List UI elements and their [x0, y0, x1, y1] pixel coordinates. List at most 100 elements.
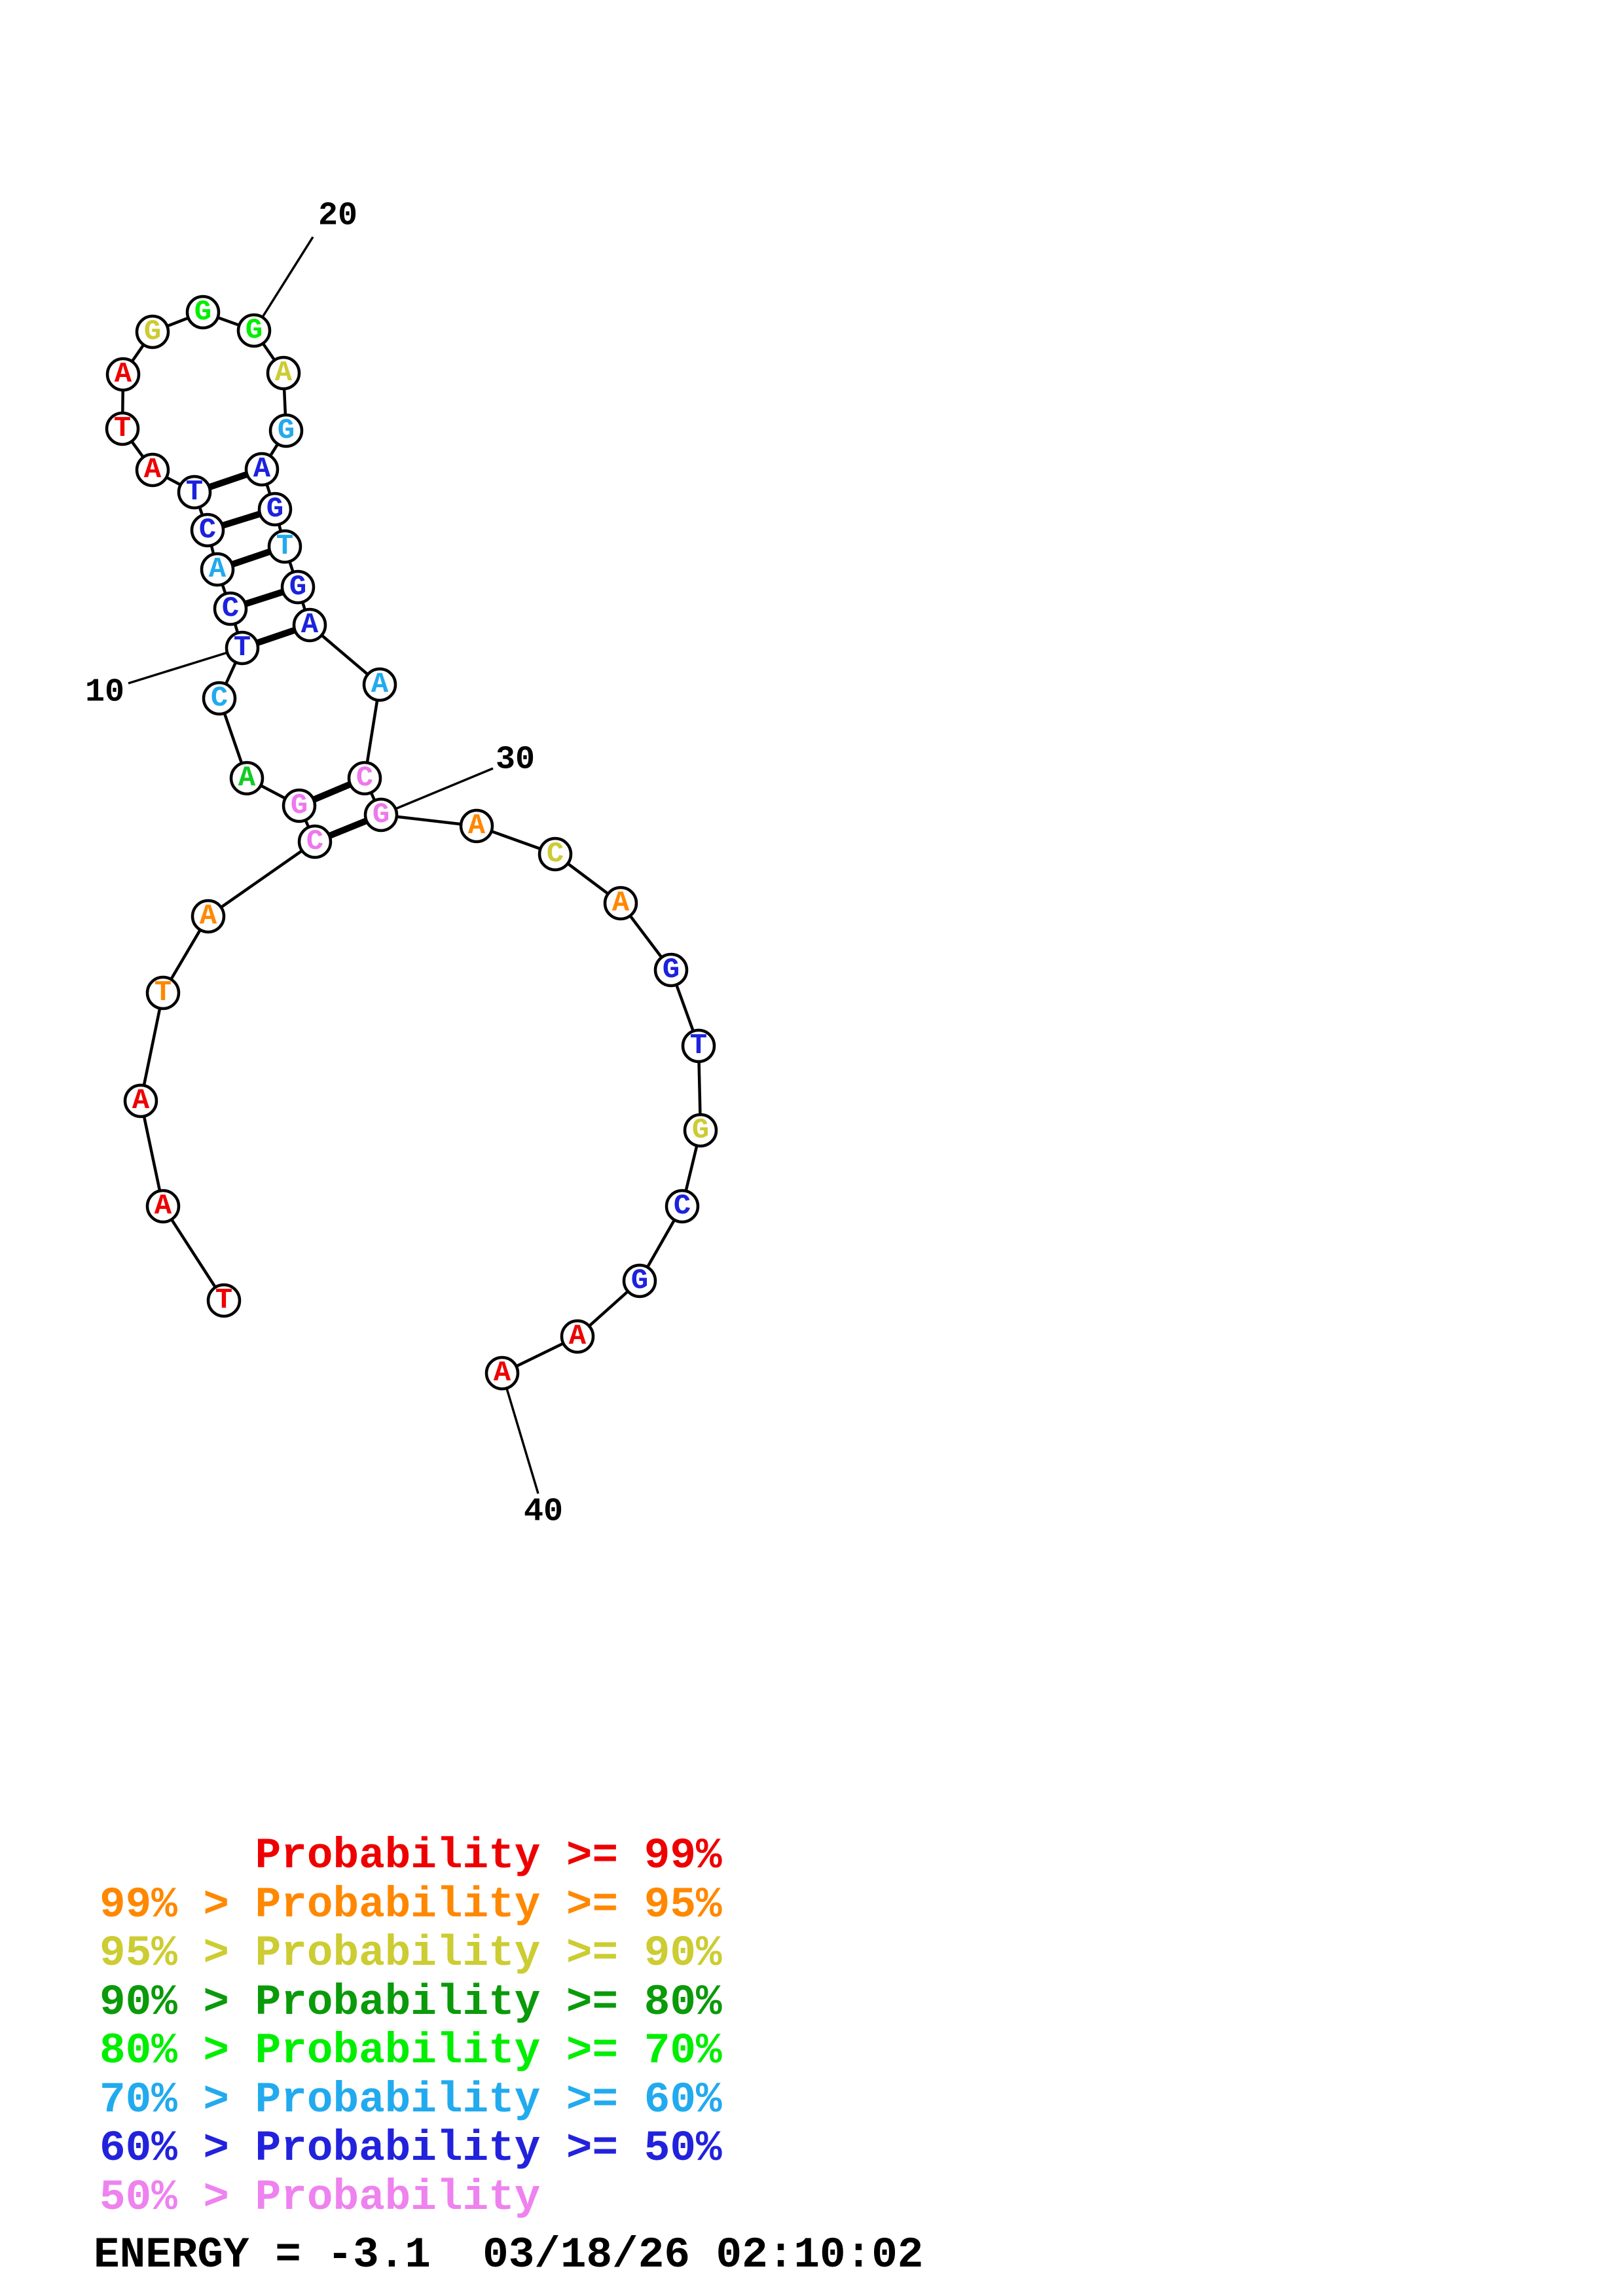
- nucleotide-circle-33: [603, 886, 638, 921]
- nucleotide-base-25-T: T: [276, 530, 293, 563]
- nucleotide-circle-1: [206, 1283, 242, 1318]
- nucleotide-base-36-G: G: [692, 1114, 709, 1147]
- nucleotide-base-19-G: G: [194, 296, 211, 329]
- nucleotide-circle-28: [362, 667, 397, 702]
- nucleotide-circle-23: [244, 452, 280, 487]
- nucleotide-circle-22: [268, 413, 304, 448]
- nucleotide-base-21-A: A: [275, 357, 293, 389]
- nucleotide-circle-5: [191, 899, 226, 934]
- nucleotide-circle-34: [653, 952, 689, 988]
- nucleotide-circle-16: [105, 411, 140, 446]
- nucleotide-circle-19: [185, 295, 221, 330]
- nucleotide-base-26-G: G: [289, 571, 306, 603]
- nucleotide-circle-15: [135, 452, 170, 488]
- nucleotide-base-27-A: A: [301, 609, 319, 641]
- nucleotide-circle-29: [347, 761, 382, 796]
- nucleotide-base-20-G: G: [246, 314, 263, 347]
- legend-row-0: Probability >= 99%: [100, 1831, 722, 1880]
- nucleotide-circle-12: [200, 552, 235, 587]
- nucleotide-base-10-T: T: [234, 632, 251, 664]
- nucleotide-circle-39: [560, 1319, 595, 1354]
- position-label-10: 10: [85, 674, 124, 711]
- position-label-20: 20: [318, 198, 357, 235]
- nucleotide-circle-40: [484, 1355, 520, 1391]
- nucleotide-base-23-A: A: [253, 453, 271, 486]
- backbone-segment-3-4: [139, 992, 165, 1102]
- nucleotide-base-32-C: C: [547, 838, 564, 870]
- nucleotide-base-37-C: C: [674, 1190, 691, 1223]
- nucleotide-base-6-C: C: [306, 825, 323, 858]
- nucleotide-circle-6: [297, 824, 333, 859]
- legend-row-6: 60% > Probability >= 50%: [100, 2124, 722, 2173]
- nucleotide-circle-11: [213, 591, 248, 626]
- backbone-segment-1-2: [162, 1205, 225, 1302]
- nucleotide-circle-27: [292, 607, 327, 643]
- label-leader-line-40: [501, 1372, 539, 1494]
- nucleotide-circle-24: [257, 492, 293, 527]
- nucleotide-circle-38: [622, 1263, 657, 1299]
- nucleotide-circle-31: [459, 808, 494, 844]
- position-label-40: 40: [524, 1494, 563, 1531]
- nucleotide-base-34-G: G: [663, 954, 680, 986]
- label-leader-line-30: [380, 767, 494, 816]
- nucleotide-circle-26: [280, 569, 316, 605]
- nucleotide-base-14-T: T: [186, 476, 203, 509]
- nucleotide-circle-32: [538, 836, 573, 872]
- legend-row-1: 99% > Probability >= 95%: [100, 1880, 722, 1929]
- legend-row-3: 90% > Probability >= 80%: [100, 1977, 722, 2027]
- nucleotide-base-40-A: A: [494, 1357, 511, 1390]
- nucleotide-circle-9: [202, 681, 237, 716]
- nucleotide-base-9-C: C: [211, 682, 228, 715]
- nucleotide-circle-25: [267, 529, 302, 564]
- nucleotide-circle-36: [683, 1113, 718, 1148]
- nucleotide-base-18-G: G: [144, 315, 161, 348]
- nucleotide-circle-35: [681, 1028, 716, 1064]
- nucleotide-circle-14: [177, 475, 212, 510]
- nucleotide-circle-20: [236, 313, 272, 348]
- nucleotide-base-22-G: G: [278, 414, 295, 447]
- nucleotide-base-15-A: A: [144, 454, 162, 486]
- nucleotide-base-4-T: T: [155, 977, 172, 1009]
- label-leader-line-20: [253, 236, 314, 331]
- nucleotide-base-7-G: G: [291, 789, 308, 822]
- probability-legend: Probability >= 99% 99% > Probability >= 9…: [100, 1831, 722, 2222]
- position-label-30: 30: [496, 742, 535, 779]
- nucleotide-base-31-A: A: [468, 810, 486, 842]
- energy-line: ENERGY = -3.1 03/18/26 02:10:02: [94, 2231, 924, 2280]
- label-leader-line-10: [128, 647, 243, 685]
- nucleotide-base-5-A: A: [200, 900, 217, 933]
- nucleotide-circle-37: [665, 1189, 700, 1224]
- legend-row-5: 70% > Probability >= 60%: [100, 2075, 722, 2125]
- backbone-segment-2-3: [139, 1100, 165, 1207]
- legend-row-7: 50% > Probability: [100, 2172, 541, 2222]
- nucleotide-base-38-G: G: [631, 1265, 648, 1297]
- nucleotide-circle-2: [145, 1189, 181, 1224]
- nucleotide-circle-4: [145, 975, 181, 1011]
- nucleotide-base-39-A: A: [569, 1320, 587, 1353]
- nucleotide-circle-8: [229, 761, 264, 796]
- nucleotide-base-33-A: A: [612, 887, 630, 920]
- legend-row-2: 95% > Probability >= 90%: [100, 1929, 722, 1978]
- backbone-segment-5-6: [207, 840, 316, 918]
- nucleotide-circle-7: [282, 788, 317, 823]
- nucleotide-base-11-C: C: [222, 592, 239, 625]
- nucleotide-base-13-C: C: [199, 514, 216, 547]
- nucleotide-circle-3: [123, 1083, 158, 1119]
- nucleotide-base-29-C: C: [356, 762, 373, 795]
- nucleotide-base-24-G: G: [266, 493, 283, 526]
- nucleotide-base-17-A: A: [115, 358, 132, 391]
- nucleotide-circle-18: [135, 314, 170, 350]
- nucleotide-base-16-T: T: [114, 412, 131, 445]
- nucleotide-circle-13: [190, 512, 225, 548]
- nucleotide-circle-17: [105, 357, 141, 392]
- nucleotide-base-8-A: A: [238, 762, 256, 795]
- legend-row-4: 80% > Probability >= 70%: [100, 2026, 722, 2075]
- nucleotide-base-12-A: A: [209, 553, 227, 586]
- nucleotide-base-28-A: A: [371, 668, 389, 701]
- nucleotide-circle-10: [225, 630, 260, 666]
- nucleotide-base-2-A: A: [155, 1190, 172, 1223]
- nucleotide-circle-21: [266, 355, 301, 391]
- nucleotide-base-35-T: T: [690, 1030, 707, 1062]
- nucleotide-circle-30: [363, 797, 399, 833]
